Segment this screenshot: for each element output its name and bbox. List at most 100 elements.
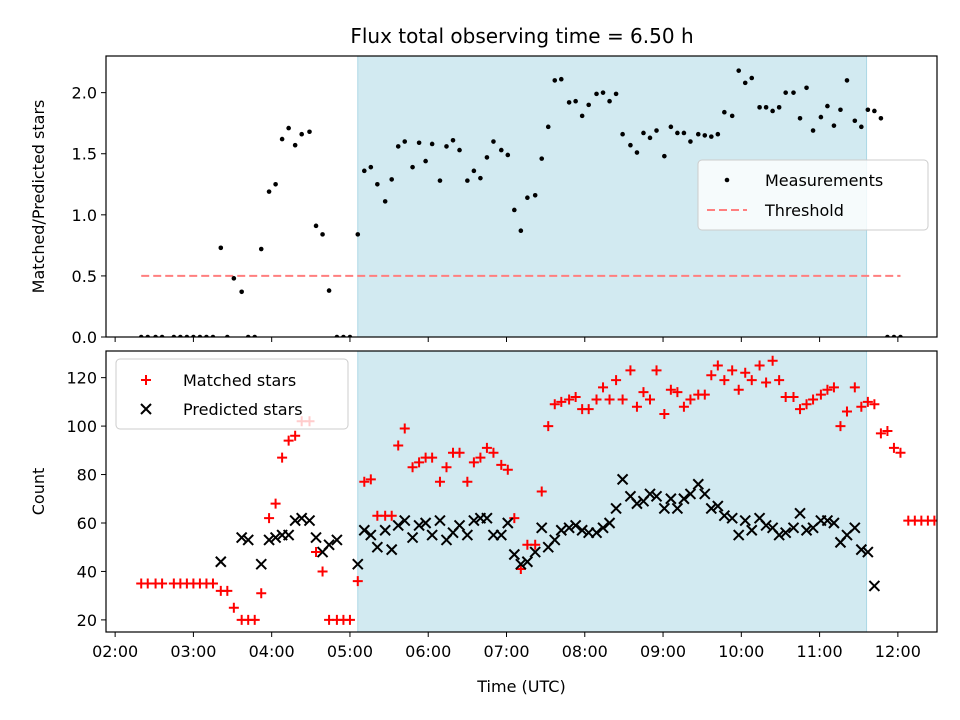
measurement-point: [688, 139, 693, 144]
y-tick-label: 100: [66, 417, 97, 436]
predicted-point: [739, 514, 751, 527]
measurement-point: [410, 164, 415, 170]
measurement-point: [566, 100, 572, 105]
measurement-point: [675, 130, 680, 136]
predicted-point: [671, 502, 684, 515]
matched-point: [841, 406, 852, 417]
predicted-point: [590, 526, 603, 539]
measurement-point: [729, 113, 735, 119]
matched-point: [536, 486, 547, 497]
measurement-point: [742, 80, 748, 86]
measurement-point: [471, 168, 477, 174]
matched-point: [761, 377, 772, 388]
measurement-point: [395, 144, 401, 149]
matched-point: [659, 408, 670, 419]
matched-point: [895, 447, 906, 458]
x-tick-label: 05:00: [327, 642, 373, 661]
measurement-point: [423, 158, 428, 164]
measurement-point: [852, 118, 858, 124]
predicted-point: [303, 514, 316, 527]
x-tick-label: 11:00: [797, 642, 843, 661]
measurement-point: [654, 128, 659, 133]
matched-point: [808, 394, 819, 405]
matched-point: [556, 396, 567, 407]
matched-point: [678, 401, 689, 412]
measurement-point: [266, 189, 272, 194]
predicted-point: [379, 524, 391, 536]
matched-point: [882, 425, 893, 436]
matched-point: [496, 459, 507, 470]
y-tick-label: 1.5: [72, 145, 97, 164]
y-tick-label: 120: [66, 369, 97, 388]
measurement-point: [620, 131, 625, 137]
measurement-point: [749, 75, 755, 81]
matched-point: [256, 588, 267, 599]
legend-measurement-marker: [724, 177, 730, 183]
matched-point: [672, 387, 683, 398]
matched-point: [795, 404, 806, 415]
measurement-point: [239, 289, 244, 295]
measurement-point: [545, 124, 551, 130]
matched-point: [207, 578, 218, 589]
measurement-point: [450, 138, 456, 143]
matched-point: [869, 399, 880, 410]
measurement-point: [457, 147, 462, 153]
predicted-point: [515, 558, 527, 570]
predicted-point: [563, 522, 575, 534]
measurement-point: [558, 76, 564, 82]
measurement-point: [368, 164, 374, 170]
measurement-point: [313, 223, 319, 229]
axes-frame: [105, 55, 938, 338]
predicted-point: [385, 543, 398, 556]
predicted-point: [434, 514, 446, 527]
predicted-point: [358, 524, 371, 536]
predicted-point: [787, 522, 800, 534]
predicted-point: [855, 543, 868, 556]
predicted-point: [821, 514, 834, 527]
predicted-point: [828, 517, 840, 529]
y-tick-label: 20: [77, 611, 97, 630]
measurement-point: [382, 199, 388, 204]
legend-measurement-label: Measurements: [765, 171, 883, 190]
x-tick-label: 04:00: [249, 642, 295, 661]
matched-point: [359, 476, 370, 487]
matched-point: [598, 382, 609, 393]
y-axis-label: Count: [29, 468, 48, 516]
matched-point: [386, 510, 397, 521]
measurement-point: [607, 98, 612, 104]
matched-point: [746, 375, 757, 386]
matched-point: [733, 384, 744, 395]
measurement-point: [478, 175, 483, 181]
matched-point: [835, 421, 846, 432]
predicted-point: [536, 522, 548, 534]
measurement-point: [825, 103, 830, 109]
measurement-point: [865, 107, 871, 113]
predicted-point: [678, 493, 690, 505]
measurement-point: [709, 134, 714, 139]
matched-point: [617, 394, 628, 405]
matched-point: [228, 602, 239, 613]
measurement-point: [505, 152, 511, 158]
measurement-point: [326, 288, 332, 293]
predicted-point: [603, 517, 616, 529]
axes-frame: [105, 350, 938, 633]
predicted-point: [658, 502, 671, 515]
matched-point: [399, 423, 410, 434]
measurement-point: [783, 90, 788, 95]
measurement-point: [402, 139, 408, 144]
predicted-point: [699, 488, 711, 500]
predicted-point: [255, 558, 267, 570]
measurement-point: [437, 178, 443, 183]
predicted-point: [521, 556, 534, 568]
matched-point: [249, 614, 260, 625]
measurement-point: [804, 85, 809, 91]
measurement-point: [299, 131, 304, 137]
measurement-point: [586, 102, 591, 108]
predicted-point: [295, 512, 308, 524]
matched-point: [822, 384, 833, 395]
predicted-point: [718, 510, 731, 522]
predicted-point: [665, 493, 677, 505]
measurement-point: [573, 98, 578, 104]
predicted-point: [610, 502, 622, 515]
